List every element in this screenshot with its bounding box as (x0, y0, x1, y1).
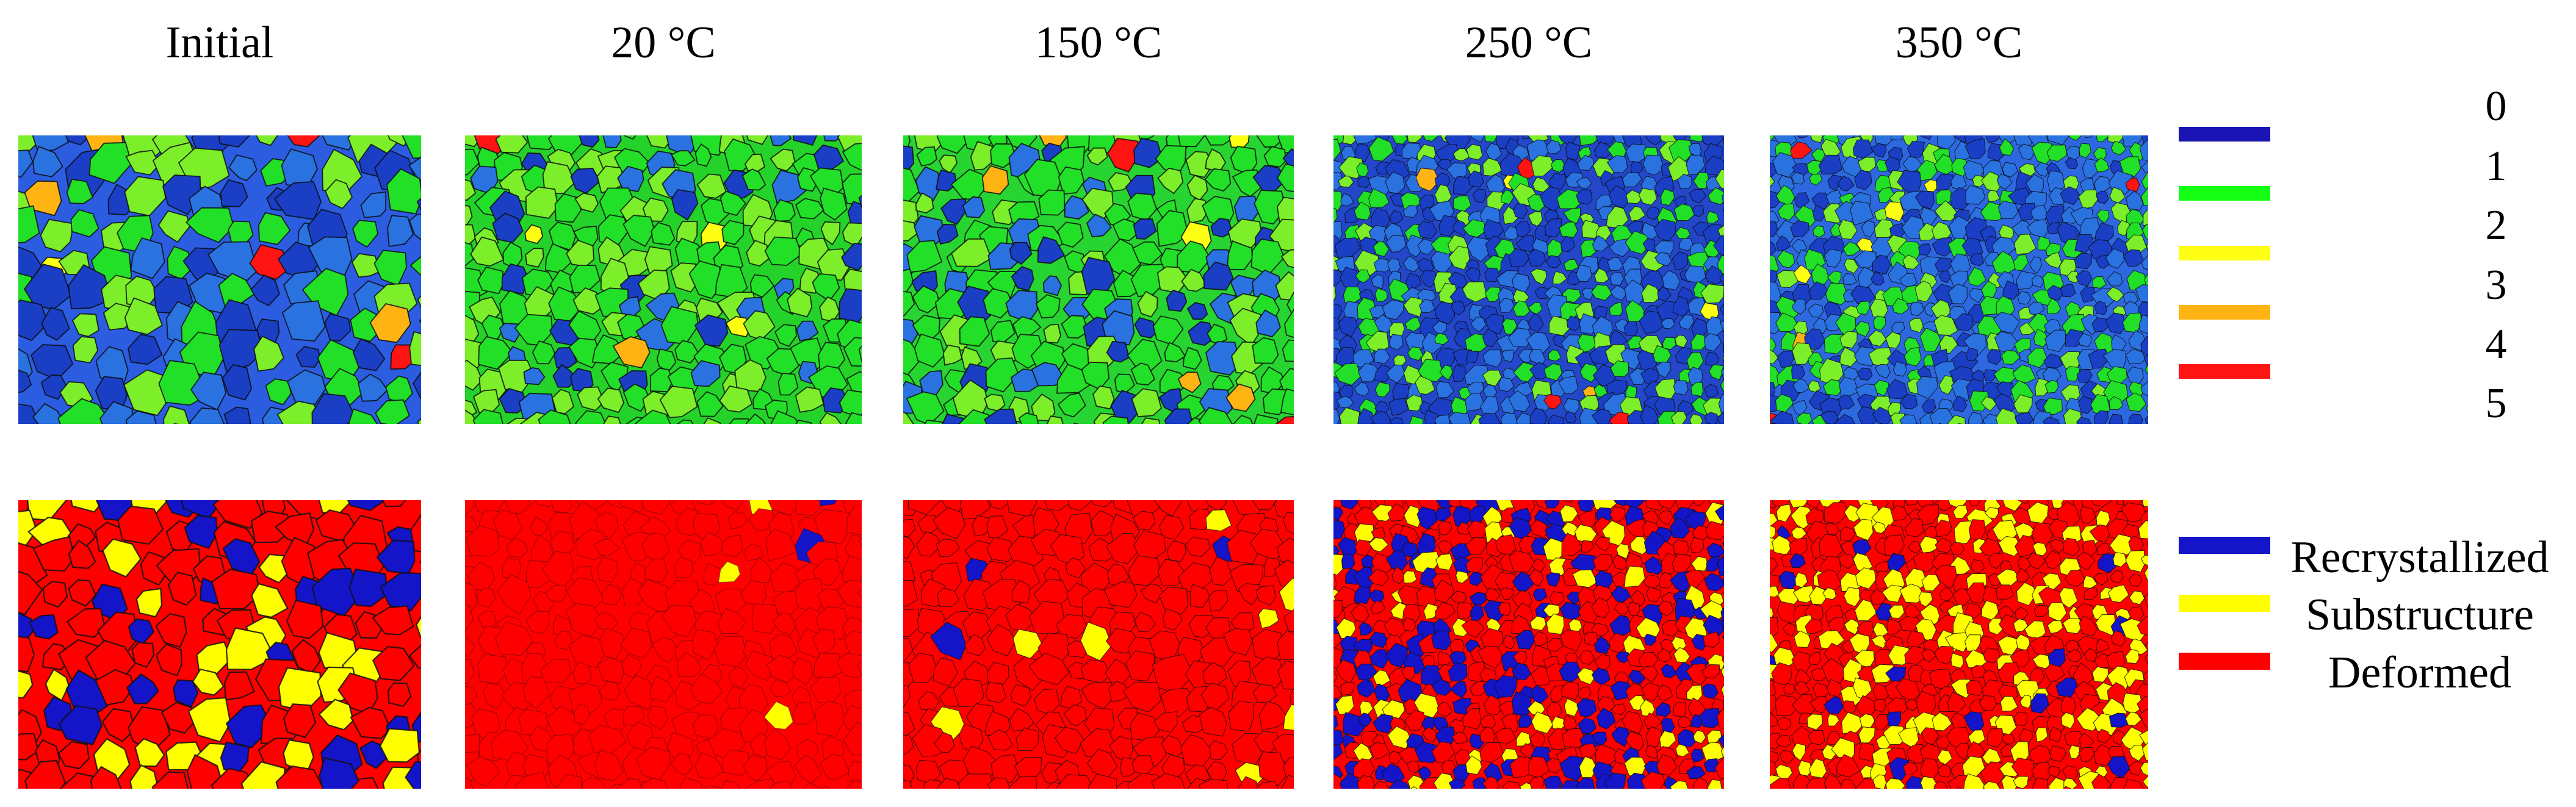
grain-legend-label-substructure: Substructure (2305, 590, 2535, 640)
column-title-20c: 20 °C (611, 18, 716, 68)
grain-map-20c-canvas (465, 500, 862, 789)
kam-legend-swatch-0 (2179, 127, 2270, 142)
grain-legend-label-deformed: Deformed (2328, 648, 2511, 698)
kam-map-350c-canvas (1770, 135, 2148, 424)
kam-map-250c (1333, 135, 1724, 424)
grain-legend-swatch-recrystallized (2179, 537, 2270, 554)
column-title-250c: 250 °C (1465, 18, 1593, 68)
kam-map-initial-canvas (18, 135, 421, 424)
kam-legend-swatch-3 (2179, 305, 2270, 320)
column-title-initial: Initial (165, 18, 274, 68)
grain-map-250c (1333, 500, 1724, 789)
kam-legend-swatch-4 (2179, 364, 2270, 379)
kam-legend-label-1: 1 (2485, 143, 2507, 190)
grain-legend-label-recrystallized: Recrystallized (2290, 533, 2549, 583)
grain-map-150c (903, 500, 1294, 789)
kam-legend-swatch-1 (2179, 186, 2270, 201)
grain-map-250c-canvas (1333, 500, 1724, 789)
column-title-350c: 350 °C (1895, 18, 2023, 68)
kam-map-150c-canvas (903, 135, 1294, 424)
kam-map-350c (1770, 135, 2148, 424)
kam-legend-label-5: 5 (2485, 380, 2507, 427)
kam-legend-label-3: 3 (2485, 262, 2507, 309)
grain-map-150c-canvas (903, 500, 1294, 789)
kam-legend-swatch-2 (2179, 246, 2270, 260)
grain-legend-swatch-substructure (2179, 595, 2270, 612)
kam-legend-label-4: 4 (2485, 321, 2507, 368)
kam-map-250c-canvas (1333, 135, 1724, 424)
grain-map-20c (465, 500, 862, 789)
kam-map-20c (465, 135, 862, 424)
kam-legend-label-0: 0 (2485, 83, 2507, 130)
grain-map-350c-canvas (1770, 500, 2148, 789)
grain-map-initial-canvas (18, 500, 421, 789)
column-title-150c: 150 °C (1034, 18, 1163, 68)
kam-map-20c-canvas (465, 135, 862, 424)
grain-map-350c (1770, 500, 2148, 789)
kam-map-150c (903, 135, 1294, 424)
kam-map-initial (18, 135, 421, 424)
grain-legend-swatch-deformed (2179, 653, 2270, 670)
grain-map-initial (18, 500, 421, 789)
kam-legend-label-2: 2 (2485, 202, 2507, 249)
